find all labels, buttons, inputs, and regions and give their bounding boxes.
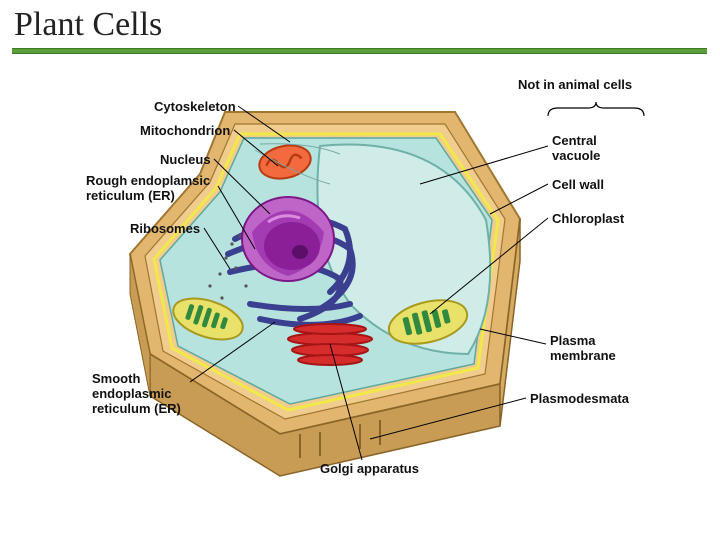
- label-ribosomes: Ribosomes: [130, 222, 200, 237]
- label-cytoskeleton: Cytoskeleton: [154, 100, 236, 115]
- not-in-animal-bracket: [548, 102, 644, 116]
- label-golgi: Golgi apparatus: [320, 462, 419, 477]
- label-chloroplast: Chloroplast: [552, 212, 624, 227]
- label-not-in-animal: Not in animal cells: [518, 78, 632, 93]
- label-smooth-er: Smoothendoplasmicreticulum (ER): [92, 372, 202, 417]
- label-rough-er: Rough endoplamsicreticulum (ER): [86, 174, 226, 204]
- label-cell-wall: Cell wall: [552, 178, 604, 193]
- label-plasma-membrane: Plasmamembrane: [550, 334, 640, 364]
- label-mitochondrion: Mitochondrion: [140, 124, 230, 139]
- nucleus-shape: [242, 197, 334, 281]
- label-central-vacuole: Centralvacuole: [552, 134, 622, 164]
- label-nucleus: Nucleus: [160, 153, 211, 168]
- diagram-canvas: Not in animal cells Cytoskeleton Mitocho…: [0, 54, 720, 540]
- page-title: Plant Cells: [0, 0, 720, 48]
- label-plasmodesmata: Plasmodesmata: [530, 392, 629, 407]
